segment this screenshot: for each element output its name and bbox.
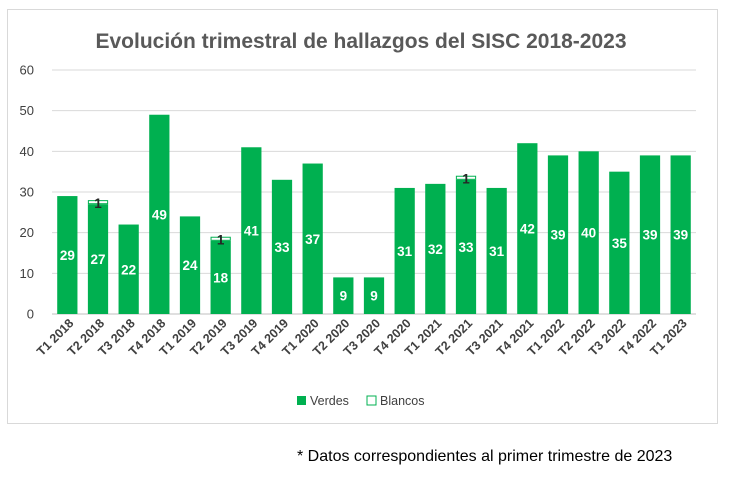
- data-label-verdes: 40: [581, 226, 596, 241]
- bar-verdes: [394, 187, 415, 314]
- bar-verdes: [179, 216, 201, 314]
- y-tick-label: 50: [20, 103, 34, 118]
- chart-frame: Evolución trimestral de hallazgos del SI…: [7, 9, 718, 424]
- bar-verdes: [57, 196, 78, 314]
- bar-verdes: [271, 179, 293, 314]
- bar-verdes: [87, 204, 109, 314]
- data-label-blancos: 1: [217, 233, 225, 248]
- legend-swatch-verdes: [297, 396, 306, 405]
- bar-verdes: [149, 114, 170, 314]
- bar-verdes: [578, 151, 599, 314]
- y-tick-label: 30: [20, 185, 34, 200]
- bar-verdes: [363, 277, 385, 314]
- bar-verdes: [517, 143, 538, 314]
- bar-verdes: [118, 224, 139, 314]
- y-tick-label: 60: [20, 63, 34, 78]
- data-label-verdes: 29: [60, 248, 75, 263]
- data-label-verdes: 9: [370, 289, 378, 304]
- bar-verdes: [486, 187, 507, 314]
- data-label-verdes: 39: [550, 228, 565, 243]
- y-tick-label: 20: [20, 225, 34, 240]
- bar-blancos: [87, 200, 109, 205]
- bar-chart: Evolución trimestral de hallazgos del SI…: [20, 30, 696, 408]
- y-axis-ticks: 0 10 20 30 40 50 60: [20, 63, 34, 322]
- data-label-verdes: 35: [612, 236, 628, 251]
- data-label-blancos: 1: [94, 196, 102, 211]
- data-label-verdes: 33: [274, 240, 290, 255]
- data-label-verdes: 31: [397, 244, 413, 259]
- y-tick-label: 0: [27, 307, 34, 322]
- data-label-verdes: 24: [182, 258, 198, 273]
- bar-verdes: [609, 171, 630, 314]
- legend-swatch-blancos: [366, 395, 377, 406]
- data-label-verdes: 37: [305, 232, 320, 247]
- footnote: * Datos correspondientes al primer trime…: [297, 448, 673, 465]
- y-tick-label: 40: [20, 144, 34, 159]
- data-label-verdes: 39: [642, 228, 657, 243]
- data-label-verdes: 33: [458, 240, 474, 255]
- bar-verdes: [210, 240, 231, 314]
- data-label-verdes: 41: [244, 224, 260, 239]
- bars: [57, 114, 691, 314]
- data-label-blancos: 1: [462, 172, 470, 187]
- legend-label-verdes: Verdes: [310, 394, 349, 408]
- data-label-verdes: 27: [90, 252, 105, 267]
- legend-label-blancos: Blancos: [380, 394, 424, 408]
- bar-verdes: [455, 179, 477, 314]
- bar-verdes: [333, 277, 354, 314]
- bar-blancos: [455, 175, 477, 180]
- data-label-verdes: 22: [121, 262, 136, 277]
- bar-verdes: [670, 155, 691, 314]
- bar-verdes: [241, 147, 262, 314]
- bar-verdes: [639, 155, 661, 314]
- data-label-verdes: 42: [520, 222, 535, 237]
- data-label-verdes: 9: [340, 289, 348, 304]
- bar-verdes: [425, 183, 446, 314]
- data-label-verdes: 39: [673, 228, 688, 243]
- bar-verdes: [302, 163, 323, 314]
- legend: Verdes Blancos: [297, 394, 424, 408]
- data-label-verdes: 32: [428, 242, 443, 257]
- data-labels: 29 27 1 22 49 24 18 1 41 33 37 9 9 31 32 33 1 31 42 39 40 35 3…: [60, 172, 688, 304]
- data-label-verdes: 31: [489, 244, 505, 259]
- bar-blancos: [210, 236, 231, 241]
- chart-title: Evolución trimestral de hallazgos del SI…: [95, 30, 626, 53]
- data-label-verdes: 18: [213, 270, 229, 285]
- data-label-verdes: 49: [152, 207, 167, 222]
- bar-verdes: [547, 155, 569, 314]
- y-tick-label: 10: [20, 266, 34, 281]
